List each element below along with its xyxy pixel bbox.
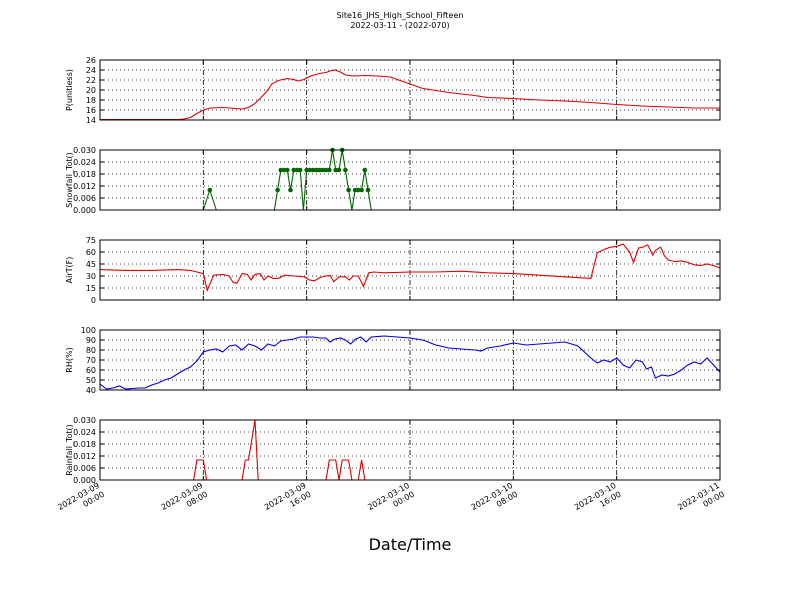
y-tick-label: 60 — [86, 248, 96, 257]
y-tick-label: 0.006 — [73, 194, 96, 203]
data-point — [278, 167, 284, 173]
figure-subtitle: 2022-03-11 - (2022-070) — [350, 21, 449, 30]
series-line-4 — [99, 335, 721, 390]
data-point — [327, 167, 332, 173]
data-point — [310, 167, 316, 173]
y-tick-label: 0.012 — [73, 182, 96, 191]
y-tick-label: 24 — [86, 66, 96, 75]
y-axis-label: RH(%) — [65, 347, 74, 372]
y-tick-label: 70 — [86, 356, 96, 365]
panel-2: 0.000 0.006 0.012 0.018 0.024 0.030Snowfall_T… — [65, 146, 721, 215]
y-tick-label: 0.030 — [73, 416, 96, 425]
y-tick-label: 0.000 — [73, 206, 96, 215]
panel-3: 0 15 30 45 60 75 AirT(F) — [65, 236, 721, 305]
y-tick-label: 14 — [86, 116, 96, 125]
y-tick-label: 60 — [86, 366, 96, 375]
y-tick-label: 0.018 — [73, 440, 96, 449]
y-tick-label: 0.018 — [73, 170, 96, 179]
data-point — [288, 187, 293, 193]
data-point — [285, 167, 290, 173]
y-tick-label: 16 — [86, 106, 96, 115]
y-tick-label: 0.012 — [73, 452, 96, 461]
series-line-3 — [99, 243, 721, 293]
data-point — [323, 167, 329, 173]
data-point — [297, 167, 303, 173]
y-tick-label: 22 — [86, 76, 96, 85]
y-tick-label: 45 — [86, 260, 96, 269]
y-tick-label: 0.000 — [73, 476, 96, 485]
y-tick-label: 20 — [86, 86, 96, 95]
data-point — [307, 167, 313, 173]
data-point — [320, 167, 326, 173]
y-tick-label: 90 — [86, 336, 96, 345]
y-tick-label: 50 — [86, 376, 96, 385]
y-tick-label: 0.030 — [73, 146, 96, 155]
y-axis-label: Rainfall_Tot() — [65, 424, 74, 476]
data-point — [352, 187, 358, 193]
data-point — [304, 167, 310, 173]
y-tick-label: 30 — [86, 272, 96, 281]
data-point — [281, 167, 287, 173]
data-point — [314, 167, 319, 173]
y-tick-label: 26 — [86, 56, 96, 65]
y-tick-label: 0 — [91, 296, 96, 305]
panel-5: 0.000 0.006 0.012 0.018 0.024 0.030Rainfall_T… — [65, 416, 721, 485]
data-point — [362, 167, 368, 173]
data-point — [291, 167, 297, 173]
data-point — [275, 187, 280, 193]
data-point — [317, 167, 322, 173]
y-tick-label: 0.006 — [73, 464, 96, 473]
y-tick-label: 0.024 — [73, 158, 96, 167]
y-tick-label: 18 — [86, 96, 96, 105]
figure-title: Site16_JHS_High_School_Fifteen — [337, 11, 464, 20]
data-point — [336, 167, 342, 173]
y-tick-label: 40 — [86, 386, 96, 395]
y-axis-label: Snowfall_Tot() — [65, 152, 74, 208]
y-tick-label: 80 — [86, 346, 96, 355]
y-tick-label: 100 — [81, 326, 96, 335]
data-point — [365, 187, 371, 193]
data-point — [359, 187, 364, 193]
y-tick-label: 0.024 — [73, 428, 96, 437]
y-axis-label: AirT(F) — [65, 257, 74, 284]
x-axis-label: Date/Time — [369, 535, 452, 554]
data-point — [207, 187, 213, 193]
y-tick-label: 15 — [86, 284, 96, 293]
y-tick-label: 75 — [86, 236, 96, 245]
y-axis-label: P(unitless) — [65, 69, 74, 111]
data-point — [356, 187, 361, 193]
data-point — [343, 167, 348, 173]
data-point — [333, 167, 339, 173]
series-line-1 — [100, 69, 720, 121]
data-point — [294, 167, 300, 173]
data-point — [346, 187, 351, 193]
